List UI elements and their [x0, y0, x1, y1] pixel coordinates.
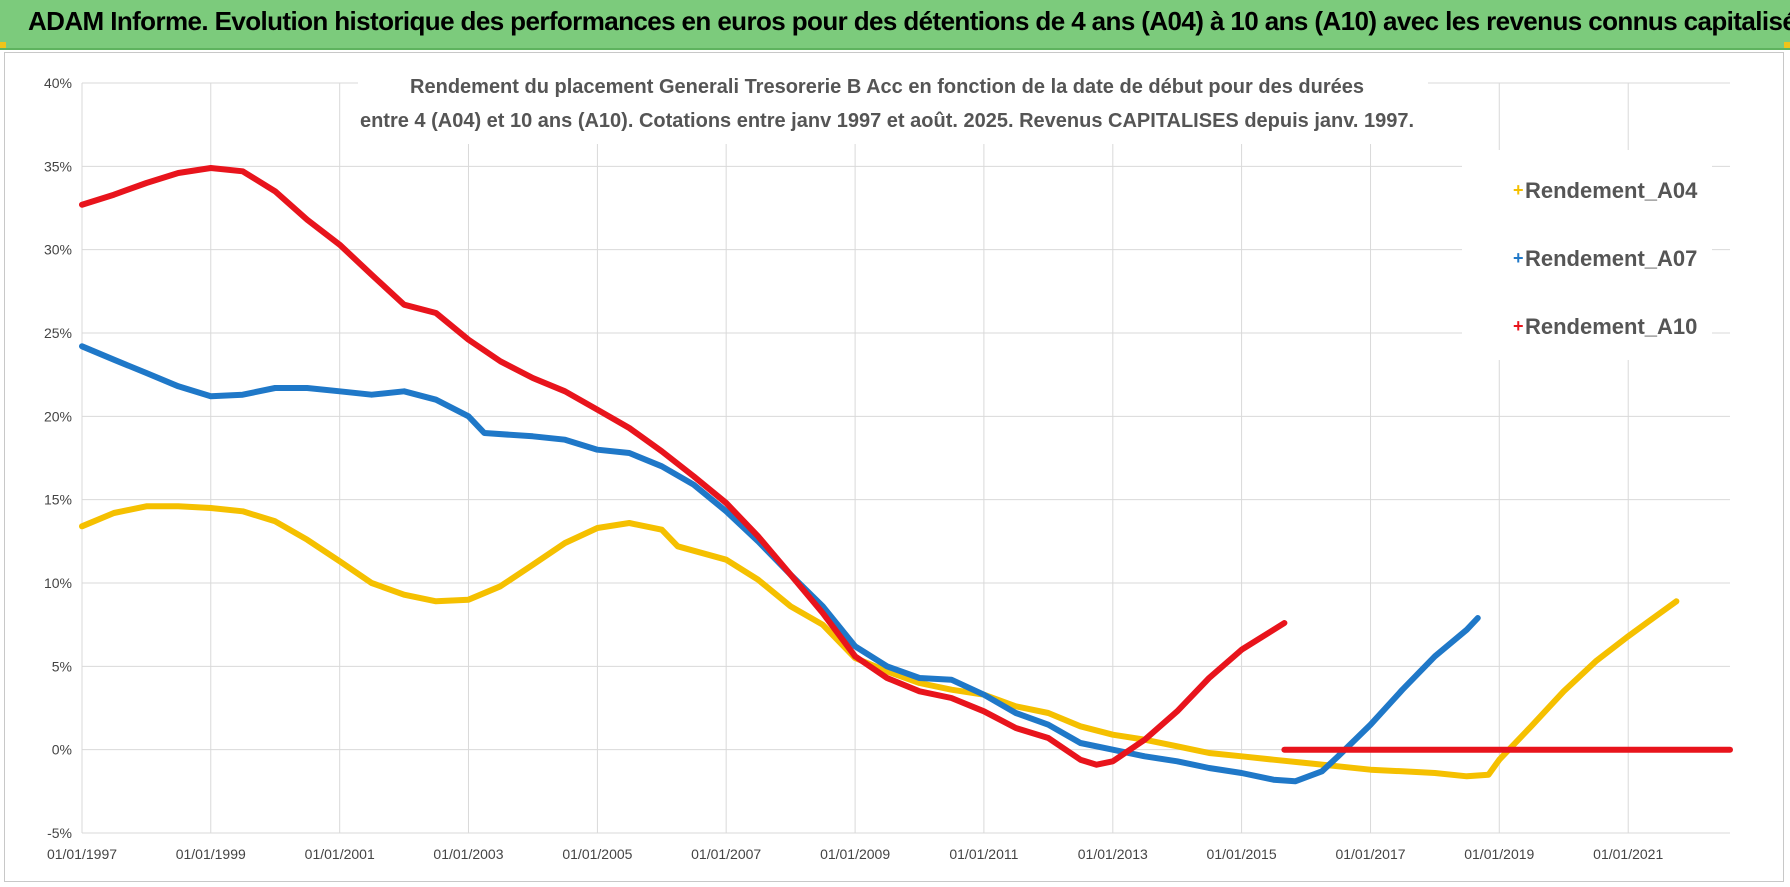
chart-title-bg [358, 70, 1428, 144]
x-tick-label: 01/01/2011 [949, 846, 1018, 862]
legend-label-a07: Rendement_A07 [1525, 246, 1697, 271]
x-tick-label: 01/01/2001 [305, 846, 375, 862]
x-tick-label: 01/01/2003 [433, 846, 503, 862]
x-tick-label: 01/01/2021 [1593, 846, 1663, 862]
x-tick-label: 01/01/2007 [691, 846, 761, 862]
series-line-rendement-a04 [79, 503, 1680, 780]
legend: + Rendement_A04 + Rendement_A07 + Rendem… [1462, 150, 1712, 360]
y-tick-label: 5% [52, 658, 72, 674]
header-bar: ADAM Informe. Evolution historique des p… [0, 0, 1790, 50]
x-tick-label: 01/01/1999 [176, 846, 246, 862]
series-group [79, 165, 1733, 785]
series-line-rendement-a10 [79, 165, 1288, 768]
y-tick-label: 35% [44, 158, 72, 174]
legend-marker-a10: + [1513, 316, 1524, 336]
x-tick-label: 01/01/2019 [1464, 846, 1534, 862]
header-accent-left [0, 42, 6, 48]
y-tick-label: 40% [44, 75, 72, 91]
x-tick-label: 01/01/2013 [1078, 846, 1148, 862]
legend-marker-a04: + [1513, 180, 1524, 200]
grid-lines [81, 82, 1730, 834]
x-axis-ticks: 01/01/1997 01/01/1999 01/01/2001 01/01/2003… [47, 846, 1664, 862]
chart-frame [4, 52, 1784, 882]
y-tick-label: -5% [47, 825, 72, 841]
y-axis-ticks: 40% 35% 30% 25% 20% 15% 10% 5% 0% -5% [44, 75, 72, 841]
legend-label-a10: Rendement_A10 [1525, 314, 1697, 339]
chart-title-line-2: entre 4 (A04) et 10 ans (A10). Cotations… [360, 110, 1414, 132]
legend-label-a04: Rendement_A04 [1525, 178, 1698, 203]
y-tick-label: 20% [44, 408, 72, 424]
header-accent-right [1784, 42, 1790, 48]
x-tick-label: 01/01/2009 [820, 846, 890, 862]
y-tick-label: 10% [44, 575, 72, 591]
x-tick-label: 01/01/1997 [47, 846, 117, 862]
legend-marker-a07: + [1513, 248, 1524, 268]
y-tick-label: 15% [44, 492, 72, 508]
x-tick-label: 01/01/2017 [1335, 846, 1405, 862]
y-tick-label: 0% [52, 742, 72, 758]
page-title: ADAM Informe. Evolution historique des p… [28, 6, 1790, 36]
x-tick-label: 01/01/2005 [562, 846, 632, 862]
legend-bg [1462, 150, 1712, 360]
y-tick-label: 25% [44, 325, 72, 341]
chart-title-line-1: Rendement du placement Generali Tresorer… [410, 76, 1364, 98]
x-tick-label: 01/01/2015 [1207, 846, 1277, 862]
y-tick-label: 30% [44, 242, 72, 258]
